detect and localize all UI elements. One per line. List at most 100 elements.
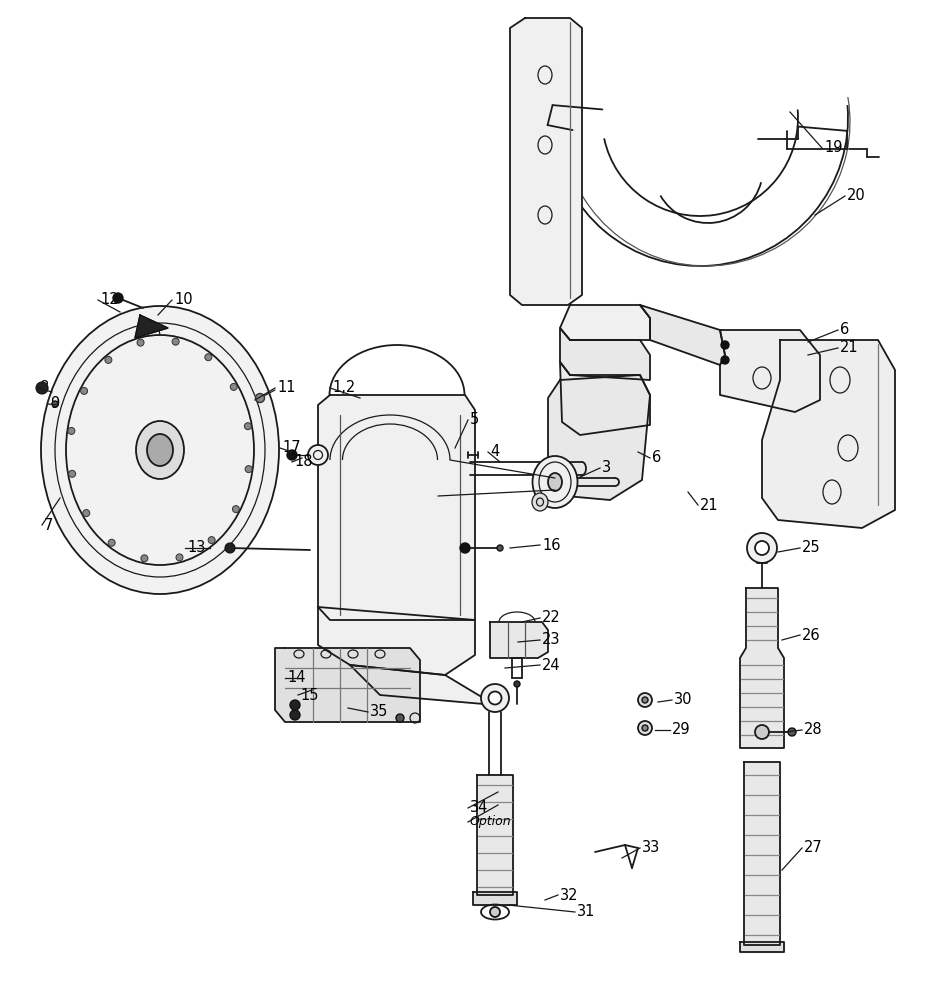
Text: 15: 15 [299,688,318,702]
Ellipse shape [548,473,562,491]
Text: 20: 20 [846,188,865,204]
Polygon shape [476,775,513,895]
Text: 21: 21 [839,340,857,356]
Text: 27: 27 [803,840,822,856]
Text: 33: 33 [641,840,659,856]
Ellipse shape [488,692,501,704]
Text: 34: 34 [469,800,488,816]
Ellipse shape [755,725,768,739]
Text: 24: 24 [541,658,560,672]
Circle shape [205,354,211,361]
Circle shape [224,543,235,553]
Circle shape [514,681,519,687]
Circle shape [255,393,264,402]
Polygon shape [559,362,649,435]
Text: 17: 17 [282,440,300,456]
Text: 25: 25 [801,540,819,556]
Circle shape [787,728,795,736]
Ellipse shape [41,306,279,594]
Circle shape [638,693,652,707]
Polygon shape [739,942,783,952]
Circle shape [81,387,87,394]
Circle shape [232,506,239,513]
Polygon shape [134,315,168,338]
Polygon shape [640,305,724,365]
Text: 23: 23 [541,633,560,648]
Polygon shape [318,395,475,620]
Ellipse shape [308,445,327,465]
Text: 16: 16 [541,538,560,552]
Text: 28: 28 [803,722,821,738]
Text: 31: 31 [577,904,595,920]
Polygon shape [761,340,894,528]
Text: 4: 4 [489,444,499,460]
Circle shape [83,510,90,517]
Text: 29: 29 [671,722,690,738]
Polygon shape [274,648,420,722]
Circle shape [489,907,500,917]
Text: 9: 9 [50,396,59,412]
Circle shape [641,725,647,731]
Ellipse shape [755,541,768,555]
Circle shape [230,383,237,390]
Polygon shape [489,622,548,658]
Polygon shape [739,588,783,748]
Text: 12: 12 [100,292,119,308]
Circle shape [244,423,251,430]
Text: 6: 6 [652,450,661,466]
Circle shape [69,470,76,477]
Polygon shape [473,892,516,905]
Polygon shape [510,18,581,305]
Text: 22: 22 [541,610,560,626]
Text: 18: 18 [294,454,312,470]
Ellipse shape [532,456,577,508]
Text: 5: 5 [469,412,478,428]
Text: 13: 13 [187,540,205,556]
Circle shape [497,545,502,551]
Ellipse shape [136,421,184,479]
Circle shape [720,341,729,349]
Circle shape [36,382,48,394]
Text: 19: 19 [823,140,842,155]
Text: 1,2: 1,2 [332,380,355,395]
Circle shape [460,543,469,553]
Ellipse shape [531,493,548,511]
Polygon shape [559,305,649,340]
Circle shape [289,710,299,720]
Text: 8: 8 [40,380,49,395]
Circle shape [108,539,115,546]
Circle shape [171,338,179,345]
Circle shape [68,427,75,434]
Polygon shape [318,607,475,675]
Circle shape [641,697,647,703]
Circle shape [208,537,215,544]
Circle shape [176,554,183,561]
Text: 26: 26 [801,628,819,643]
Circle shape [638,721,652,735]
Text: Option: Option [469,816,511,828]
Text: 10: 10 [174,292,193,308]
Text: 11: 11 [276,380,295,395]
Circle shape [137,339,144,346]
Circle shape [286,450,297,460]
Text: 35: 35 [370,704,388,720]
Text: 21: 21 [699,497,717,512]
Ellipse shape [146,434,172,466]
Circle shape [396,714,403,722]
Text: 32: 32 [559,888,578,902]
Polygon shape [743,762,780,945]
Polygon shape [548,375,649,500]
Ellipse shape [480,684,508,712]
Circle shape [113,293,123,303]
Ellipse shape [746,533,776,563]
Polygon shape [559,328,649,380]
Circle shape [52,401,57,407]
Polygon shape [349,665,494,705]
Circle shape [141,555,147,562]
Text: 14: 14 [286,670,305,686]
Text: 30: 30 [673,692,692,708]
Circle shape [245,466,252,473]
Polygon shape [719,330,819,412]
Circle shape [105,356,112,363]
Circle shape [720,356,729,364]
